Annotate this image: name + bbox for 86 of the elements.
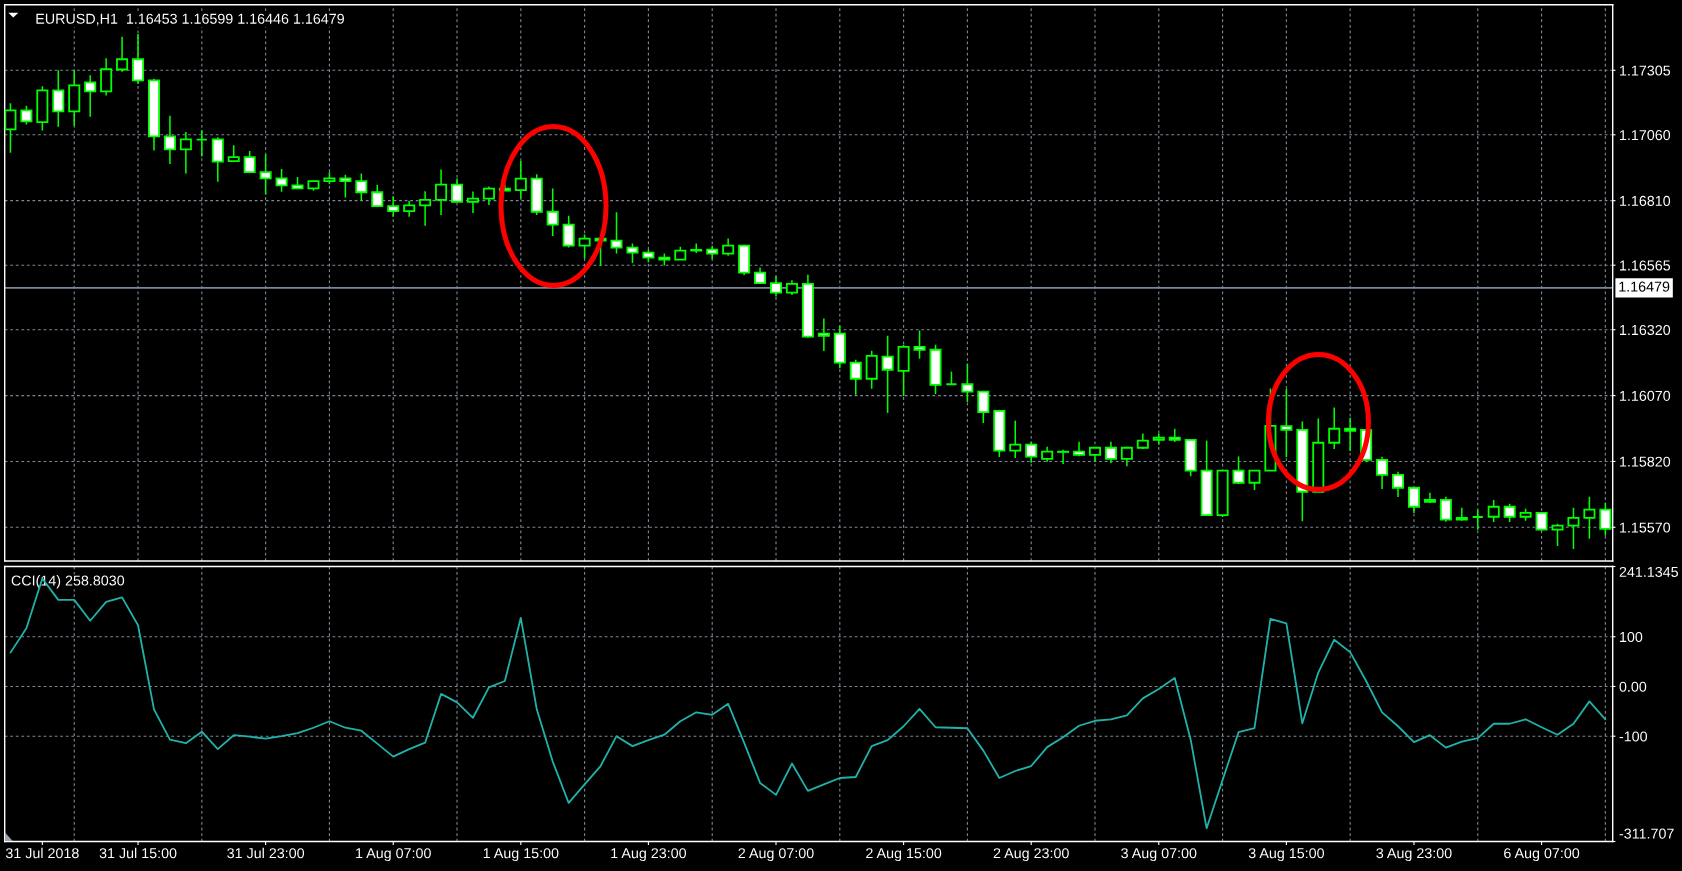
candlestick (514, 160, 527, 200)
candlestick (1392, 470, 1405, 498)
y-tick-label: 1.17060 (1620, 130, 1671, 141)
candlestick (1376, 455, 1389, 490)
candlestick (52, 69, 65, 128)
y-tick-label: 1.15570 (1620, 522, 1671, 533)
candlestick (1232, 455, 1245, 485)
y-tick-label: 100 (1620, 631, 1643, 643)
candlestick (1009, 419, 1022, 459)
candlestick (4, 102, 17, 154)
candlestick (275, 168, 288, 193)
candlestick (562, 214, 575, 249)
candlestick (977, 390, 990, 424)
candlestick (1487, 499, 1500, 523)
candlestick (419, 190, 432, 227)
x-tick-label: 1 Aug 15:00 (483, 848, 559, 862)
x-tick-label: 3 Aug 23:00 (1376, 848, 1452, 862)
candlestick (339, 174, 352, 199)
candlestick (1328, 406, 1341, 450)
candlestick (817, 317, 830, 352)
candlestick (1567, 507, 1580, 550)
y-tick-label: 0.00 (1619, 681, 1647, 692)
candlestick (259, 153, 272, 196)
x-tick-label: 3 Aug 15:00 (1248, 848, 1325, 862)
candlestick (482, 185, 495, 206)
candlestick (211, 136, 224, 183)
candlestick (1025, 440, 1038, 464)
y-tick-label: 1.16810 (1620, 195, 1671, 206)
candlestick (849, 358, 862, 396)
candlestick (865, 350, 878, 390)
candlestick (355, 172, 368, 202)
ref-line-label: 1.16479 (1619, 281, 1670, 292)
candlestick (1344, 416, 1357, 452)
x-tick-label: 1 Aug 07:00 (356, 848, 431, 862)
candlestick (116, 36, 129, 73)
candlestick (371, 184, 384, 208)
y-tick-label: 1.16070 (1620, 390, 1671, 401)
candlestick (546, 187, 559, 237)
y-tick-label: 241.1345 (1619, 566, 1679, 578)
candlestick (466, 190, 479, 214)
candlestick (1551, 523, 1564, 547)
candlestick (897, 343, 910, 397)
candlestick (1455, 507, 1468, 522)
candlestick (1057, 449, 1070, 465)
x-tick-label: 31 Jul 2018 (5, 847, 79, 859)
y-tick-label: 1.16320 (1620, 324, 1671, 336)
y-tick-label: -100 (1619, 731, 1648, 742)
x-tick-label: 2 Aug 15:00 (866, 848, 942, 862)
candlestick (1503, 503, 1516, 523)
x-tick-label: 1 Aug 23:00 (611, 848, 687, 862)
candlestick (451, 177, 464, 203)
y-tick-label: 1.17305 (1620, 65, 1671, 76)
candlestick (961, 362, 974, 403)
candlestick (626, 242, 639, 264)
candlestick (610, 211, 623, 255)
candlestick (179, 131, 192, 175)
candlestick (1439, 495, 1452, 523)
candlestick (769, 275, 783, 298)
candlestick (20, 105, 33, 126)
candlestick (132, 33, 145, 85)
candlestick (1471, 508, 1484, 531)
candlestick (387, 195, 400, 218)
y-tick-label: 1.15820 (1620, 456, 1671, 467)
candlestick (84, 74, 97, 118)
candlestick (1583, 495, 1596, 540)
y-tick-label: 1.16565 (1620, 260, 1671, 271)
x-tick-label: 6 Aug 07:00 (1504, 848, 1580, 862)
x-tick-label: 31 Jul 15:00 (99, 847, 177, 859)
candlestick (1407, 486, 1420, 514)
candlestick (913, 329, 926, 360)
candlestick (1248, 469, 1261, 491)
text: EURUSD,H1 1.16453 1.16599 1.16446 1.16479 (36, 13, 344, 26)
x-tick-label: 3 Aug 07:00 (1121, 848, 1197, 862)
x-tick-label: 2 Aug 23:00 (993, 848, 1069, 862)
candlestick (243, 150, 256, 174)
candlestick (435, 168, 448, 216)
candlestick (100, 57, 113, 97)
y-tick-label: -311.707 (1619, 828, 1674, 839)
candlestick (1104, 440, 1117, 464)
candlestick (163, 115, 176, 165)
candlestick (1280, 388, 1293, 458)
candlestick (881, 335, 894, 414)
x-tick-label: 31 Jul 23:00 (227, 847, 305, 859)
x-tick-label: 2 Aug 07:00 (738, 848, 814, 862)
candlestick (578, 233, 591, 260)
candlestick (195, 129, 208, 158)
